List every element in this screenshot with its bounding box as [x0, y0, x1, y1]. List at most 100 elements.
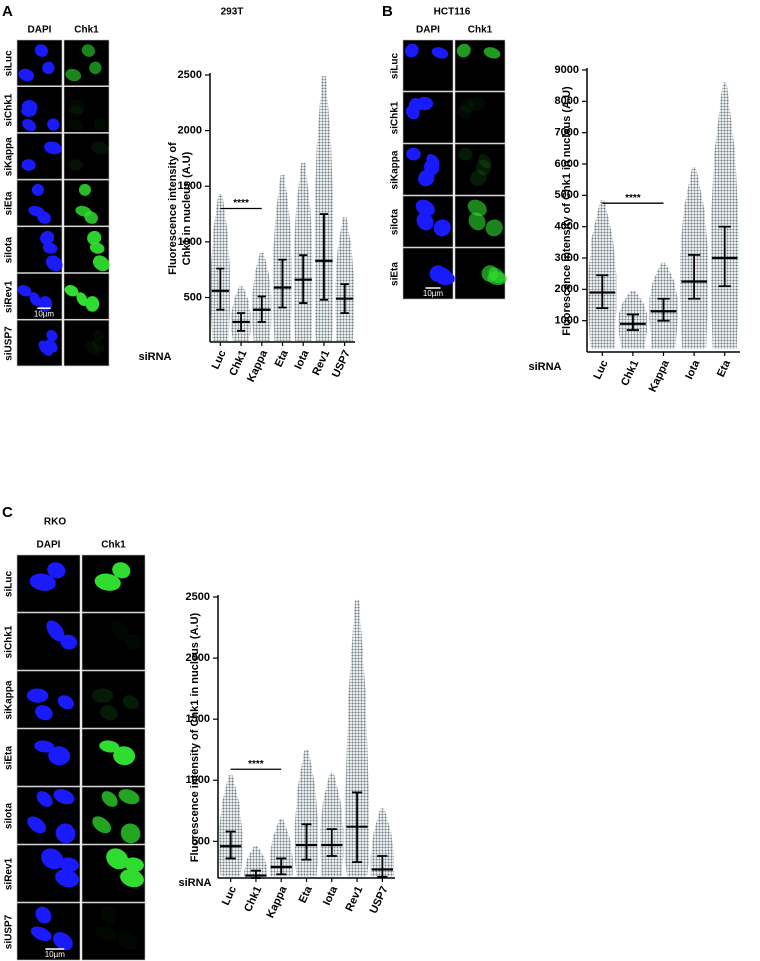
x-tick-label: Kappa	[647, 358, 672, 394]
nucleus-dapi	[29, 573, 56, 591]
nucleus-dapi	[27, 816, 47, 834]
row-label: siRev1	[4, 857, 15, 890]
row-label: siChk1	[4, 625, 15, 658]
cell-line-title: HCT116	[434, 7, 471, 18]
cell-line-title: 293T	[221, 7, 244, 18]
nucleus-chk1	[65, 68, 82, 82]
x-tick-label: Kappa	[264, 884, 289, 920]
y-tick-label: 1500	[178, 180, 202, 192]
nucleus-dapi	[46, 620, 65, 642]
column-label: DAPI	[37, 540, 61, 551]
nucleus-chk1	[68, 100, 85, 114]
micrograph	[81, 670, 146, 729]
nucleus-dapi	[42, 61, 55, 75]
nucleus-dapi	[45, 255, 63, 272]
nucleus-chk1	[78, 183, 91, 196]
y-tick-label: 9000	[555, 64, 579, 76]
y-tick-label: 2000	[555, 283, 579, 295]
nucleus-chk1	[94, 573, 121, 591]
significance-label: ****	[233, 198, 249, 209]
x-tick-label: Iota	[683, 358, 703, 382]
x-axis-label: siRNA	[178, 877, 211, 889]
row-label: siKappa	[4, 680, 15, 719]
row-label: siLuc	[4, 571, 15, 598]
micrograph	[16, 273, 63, 320]
dot-cloud	[335, 217, 355, 341]
y-tick-label: 2500	[186, 591, 210, 603]
nucleus-chk1	[91, 339, 105, 353]
nucleus-dapi	[52, 932, 73, 951]
y-axis-label: Fluorescence intensity of	[167, 142, 179, 275]
y-tick-label: 1000	[555, 315, 579, 327]
nucleus-dapi	[404, 43, 419, 58]
y-tick-label: 1000	[186, 774, 210, 786]
nucleus-dapi	[42, 242, 58, 254]
x-tick-label: USP7	[368, 884, 391, 915]
nucleus-dapi	[34, 44, 48, 57]
nucleus-chk1	[91, 688, 114, 703]
x-tick-label: Luc	[210, 348, 229, 371]
row-label: siEta	[390, 262, 401, 286]
x-tick-label: Eta	[297, 884, 315, 905]
dot-cloud	[219, 775, 243, 877]
nucleus-dapi	[30, 926, 52, 942]
micrograph	[16, 133, 63, 180]
x-tick-label: Chk1	[227, 348, 249, 377]
x-tick-label: Luc	[220, 884, 239, 907]
row-label: siIota	[390, 209, 401, 236]
nucleus-dapi	[26, 688, 49, 703]
x-axis-label: siRNA	[528, 361, 561, 373]
dot-cloud	[314, 76, 334, 341]
column-label: Chk1	[74, 25, 99, 36]
row-label: siUSP7	[4, 914, 15, 949]
y-tick-label: 8000	[555, 95, 579, 107]
dot-cloud	[272, 175, 293, 341]
nucleus-dapi	[37, 211, 51, 224]
nucleus-dapi	[40, 230, 55, 245]
nucleus-chk1	[100, 705, 118, 721]
y-axis-label: Fluorescence intensity of Chk1 in nucleu…	[189, 612, 201, 862]
nucleus-chk1	[106, 848, 129, 870]
nucleus-chk1	[85, 296, 100, 312]
y-axis-label: Fluorescence intensity of Chk1 in nucleu…	[561, 86, 573, 336]
nucleus-dapi	[46, 329, 58, 342]
micrograph	[454, 143, 506, 196]
nucleus-dapi	[21, 159, 36, 171]
nucleus-chk1	[457, 105, 472, 120]
cell-line-title: RKO	[44, 517, 66, 528]
row-label: siUSP7	[4, 326, 15, 361]
y-axis-label: Chk1 in nucleus (A.U)	[181, 151, 193, 265]
y-tick-label: 500	[184, 291, 202, 303]
row-label: siEta	[4, 746, 15, 770]
x-tick-label: Luc	[592, 358, 611, 381]
panel-label: B	[382, 3, 393, 20]
nucleus-dapi	[34, 740, 55, 753]
nucleus-dapi	[429, 265, 447, 282]
y-tick-label: 6000	[555, 158, 579, 170]
nucleus-dapi	[55, 823, 76, 844]
x-tick-label: USP7	[330, 348, 353, 379]
dot-cloud	[210, 194, 230, 341]
nucleus-dapi	[53, 789, 75, 805]
nucleus-chk1	[99, 740, 120, 753]
row-label: siLuc	[4, 50, 15, 77]
x-tick-label: Iota	[321, 884, 341, 908]
nucleus-chk1	[120, 823, 141, 844]
row-label: siEta	[4, 191, 15, 215]
nucleus-dapi	[57, 695, 75, 710]
nucleus-chk1	[68, 106, 84, 117]
x-tick-label: Iota	[292, 348, 312, 372]
significance-label: ****	[248, 759, 264, 770]
nucleus-dapi	[22, 118, 37, 132]
row-label: siChk1	[390, 101, 401, 134]
nucleus-chk1	[476, 159, 491, 176]
nucleus-chk1	[94, 118, 107, 131]
nucleus-chk1	[91, 141, 109, 155]
nucleus-chk1	[468, 212, 486, 231]
dot-cloud	[370, 808, 394, 877]
nucleus-dapi	[29, 292, 41, 306]
nucleus-chk1	[112, 562, 131, 579]
row-label: siIota	[4, 803, 15, 830]
x-tick-label: Rev1	[310, 348, 332, 377]
